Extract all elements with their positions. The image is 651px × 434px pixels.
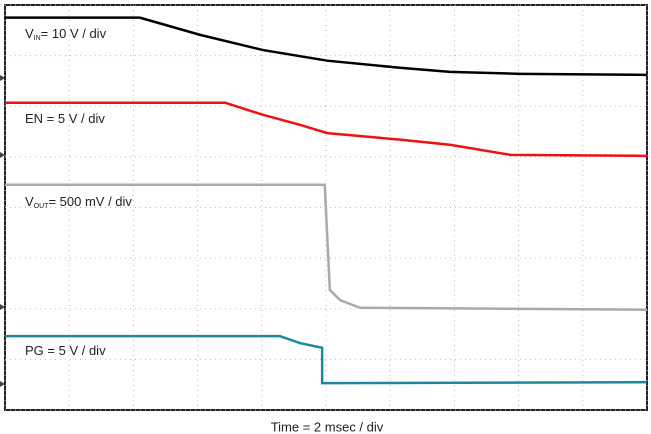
- trace: [5, 16, 648, 77]
- label-sub: OUT: [34, 203, 50, 210]
- marker: [0, 75, 5, 81]
- marker: [0, 152, 5, 158]
- label-rest: = 500 mV / div: [48, 194, 132, 209]
- trace-label: PG = 5 V / div: [25, 343, 106, 358]
- trace-label: EN = 5 V / div: [25, 111, 105, 126]
- trace: [5, 101, 648, 158]
- trace: [5, 183, 648, 312]
- ground-markers: [0, 75, 5, 387]
- x-label: Time = 2 msec / div: [271, 419, 384, 434]
- label-sub: IN: [34, 35, 41, 42]
- label-main: V: [25, 194, 34, 209]
- trace-label: VOUT= 500 mV / div: [25, 194, 132, 209]
- label-main: EN = 5 V / div: [25, 111, 105, 126]
- label-rest: = 10 V / div: [41, 26, 107, 41]
- trace: [5, 334, 648, 385]
- label-main: V: [25, 26, 34, 41]
- trace-label: VIN= 10 V / div: [25, 26, 107, 41]
- marker: [0, 381, 5, 387]
- label-main: PG = 5 V / div: [25, 343, 106, 358]
- marker: [0, 304, 5, 310]
